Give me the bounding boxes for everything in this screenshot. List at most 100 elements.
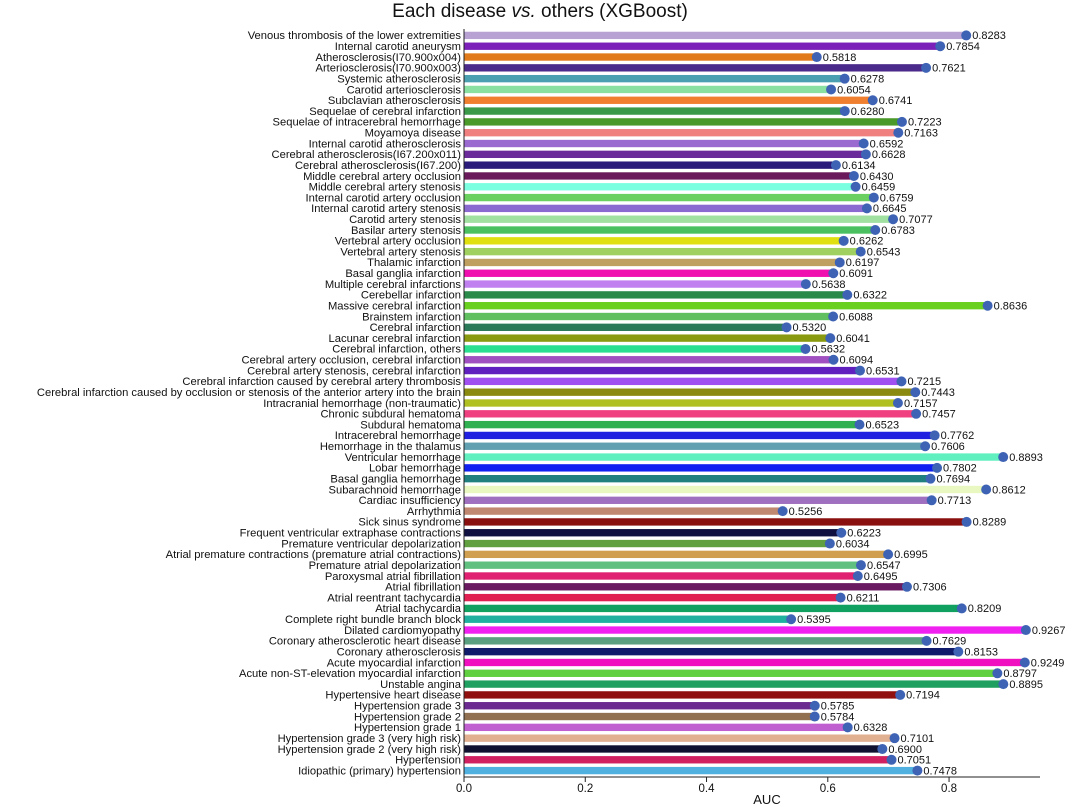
category-label: Ventricular hemorrhage [345,452,461,464]
bar-end-marker [888,214,899,225]
value-label: 0.7713 [938,495,972,507]
category-label: Arteriosclerosis(I70.900x003) [315,63,461,75]
category-label: Vertebral artery occlusion [335,236,461,248]
bar [464,323,787,331]
value-label: 0.8893 [1009,452,1043,464]
bar-end-marker [910,387,921,398]
bar-end-marker [921,635,932,646]
bar-end-marker [932,462,943,473]
value-label: 0.5638 [812,279,846,291]
bar-end-marker [956,603,967,614]
category-label: Lacunar cerebral infarction [329,333,461,345]
category-label: Subarachnoid hemorrhage [329,484,461,496]
category-label: Hypertension grade 3 (very high risk) [278,733,462,745]
bar-end-marker [929,430,940,441]
category-label: Cerebral infarction caused by cerebral a… [182,376,461,388]
category-label: Atrial premature contractions (premature… [166,549,462,561]
bar [464,64,927,72]
bar [464,291,848,299]
bar [464,734,895,742]
category-label: Hemorrhage in the thalamus [320,441,462,453]
value-label: 0.7443 [921,387,955,399]
category-label: Premature atrial depolarization [309,560,461,572]
category-label: Atrial reentrant tachycardia [327,592,461,604]
value-label: 0.5785 [821,701,855,713]
bar-end-marker [921,62,932,73]
bar-end-marker [912,765,923,776]
bar-end-marker [981,484,992,495]
bar-end-marker [998,679,1009,690]
value-label: 0.5320 [793,322,827,334]
bar-end-marker [836,527,847,538]
bar-end-marker [992,668,1003,679]
value-label: 0.5818 [823,52,857,64]
bar [464,388,916,396]
bar [464,247,861,256]
category-label: Cerebral infarction, others [332,344,461,356]
category-label: Idiopathic (primary) hypertension [298,765,461,777]
bar [464,334,831,342]
bar [464,680,1004,688]
bar-end-marker [828,354,839,365]
bar [464,183,856,191]
bar-end-marker [953,646,964,657]
bar [464,258,840,267]
value-label: 0.7306 [913,582,947,594]
value-label: 0.6211 [847,592,880,604]
category-label: Dilated cardiomyopathy [344,625,461,637]
x-tick-label: 0.2 [577,783,593,795]
bar-end-marker [893,127,904,138]
value-label: 0.6034 [836,538,870,550]
value-label: 0.6054 [837,84,871,96]
bar [464,96,873,104]
bar [464,431,935,440]
category-label: Hypertension grade 2 [354,711,461,723]
bar-end-marker [842,289,853,300]
bar-end-marker [925,473,936,484]
value-label: 0.7051 [898,755,932,767]
category-label: Frequent ventricular extraphase contract… [240,528,462,540]
category-label: Carotid artery stenosis [349,214,461,226]
bar-end-marker [852,570,863,581]
category-label: Middle cerebral artery stenosis [309,182,462,194]
value-label: 0.6134 [842,160,876,172]
category-label: Moyamoya disease [365,128,461,140]
value-label: 0.6592 [870,138,904,150]
x-tick-label: 0.6 [820,783,836,795]
x-tick-label: 0.4 [699,783,716,795]
value-label: 0.6459 [862,182,896,194]
bar [464,464,938,472]
bar [464,74,845,83]
value-label: 0.6262 [850,236,884,248]
bar [464,507,783,515]
bar [464,42,941,50]
category-label: Cardiac insufficiency [359,495,462,507]
category-label: Sick sinus syndrome [358,517,461,529]
bar [464,485,987,494]
category-label: Hypertension grade 1 [354,722,461,734]
category-label: Brainstem infarction [362,311,461,323]
bar-end-marker [850,181,861,192]
category-label: Carotid arteriosclerosis [347,84,462,96]
category-label: Massive cerebral infarction [328,300,461,312]
category-label: Hypertension grade 2 (very high risk) [278,744,462,756]
bar-end-marker [842,722,853,733]
bar-end-marker [809,700,820,711]
bar [464,377,902,386]
category-label: Cerebral atherosclerosis(I67.200x011) [272,149,462,161]
category-label: Complete right bundle branch block [285,614,461,626]
category-label: Internal carotid atherosclerosis [309,138,462,150]
value-label: 0.5256 [789,506,823,518]
value-label: 0.6278 [851,73,885,85]
bar-end-marker [786,614,797,625]
bar [464,626,1026,634]
bar-end-marker [781,322,792,333]
category-label: Cerebellar infarction [361,290,461,302]
bar [464,356,834,364]
value-label: 0.6783 [881,225,915,237]
value-label: 0.6430 [860,171,894,183]
bar-end-marker [839,106,850,117]
value-label: 0.7215 [907,376,941,388]
category-label: Arrhythmia [407,506,462,518]
